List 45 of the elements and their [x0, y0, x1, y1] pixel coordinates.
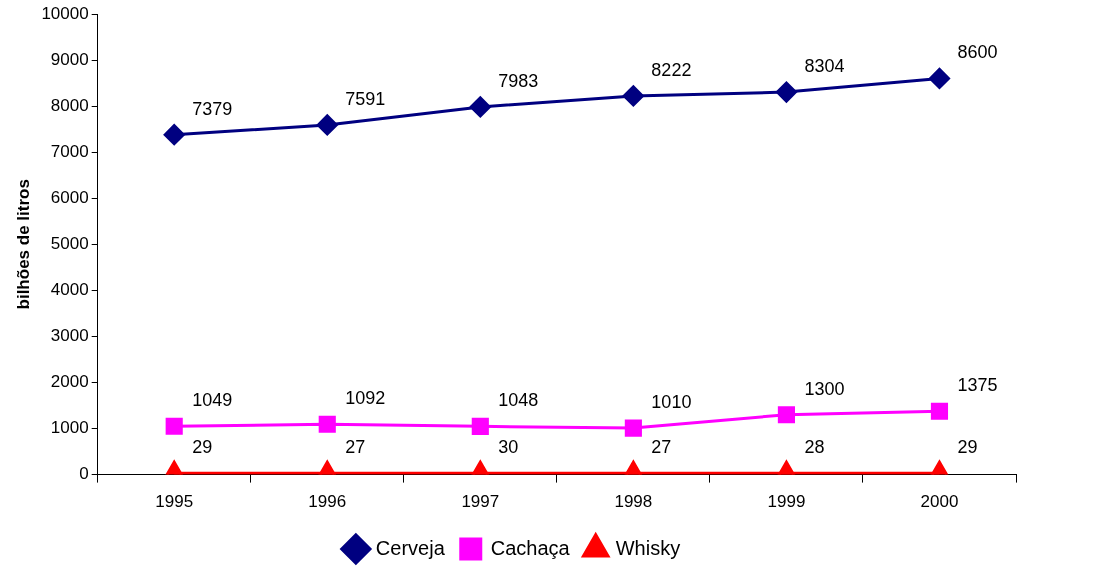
data-label: 7983 — [498, 70, 539, 91]
data-label: 8222 — [651, 59, 692, 80]
legend-label: Cachaça — [490, 536, 571, 559]
y-tick-label: 10000 — [41, 3, 89, 23]
legend-label: Whisky — [615, 536, 681, 559]
y-tick-label: 0 — [79, 464, 89, 484]
data-label: 27 — [345, 437, 366, 458]
y-tick-label: 1000 — [50, 418, 89, 438]
y-tick-label: 8000 — [50, 95, 89, 115]
x-tick-label: 1999 — [767, 492, 806, 512]
data-label: 29 — [957, 437, 978, 458]
data-label: 1049 — [192, 390, 233, 411]
y-tick-label: 6000 — [50, 187, 89, 207]
x-tick-label: 2000 — [920, 492, 959, 512]
point — [316, 114, 338, 136]
data-label: 1010 — [651, 392, 692, 413]
data-label: 1048 — [498, 390, 539, 411]
point — [469, 96, 491, 118]
x-tick-label: 1996 — [308, 492, 347, 512]
y-tick-label: 5000 — [50, 233, 89, 253]
point — [928, 67, 950, 89]
y-tick-label: 4000 — [50, 280, 89, 300]
point — [163, 124, 185, 146]
y-tick-label: 9000 — [50, 49, 89, 69]
data-label: 1092 — [345, 388, 386, 409]
data-label: 7591 — [345, 88, 386, 109]
y-axis-title: bilhões de litros — [13, 179, 33, 310]
legend-label: Cerveja — [375, 536, 446, 559]
data-label: 8304 — [804, 56, 845, 77]
data-label: 28 — [804, 437, 825, 458]
x-tick-label: 1995 — [155, 492, 194, 512]
data-label: 1300 — [804, 378, 845, 399]
data-label: 1375 — [957, 375, 998, 396]
data-label: 8600 — [957, 42, 998, 63]
x-tick-label: 1998 — [614, 492, 653, 512]
y-tick-label: 7000 — [50, 141, 89, 161]
data-label: 29 — [192, 437, 213, 458]
y-tick-label: 2000 — [50, 372, 89, 392]
point — [775, 81, 797, 103]
data-label: 7379 — [192, 98, 233, 119]
point — [622, 85, 644, 107]
data-label: 30 — [498, 437, 519, 458]
x-tick-label: 1997 — [461, 492, 500, 512]
data-label: 27 — [651, 437, 672, 458]
y-tick-label: 3000 — [50, 326, 89, 346]
